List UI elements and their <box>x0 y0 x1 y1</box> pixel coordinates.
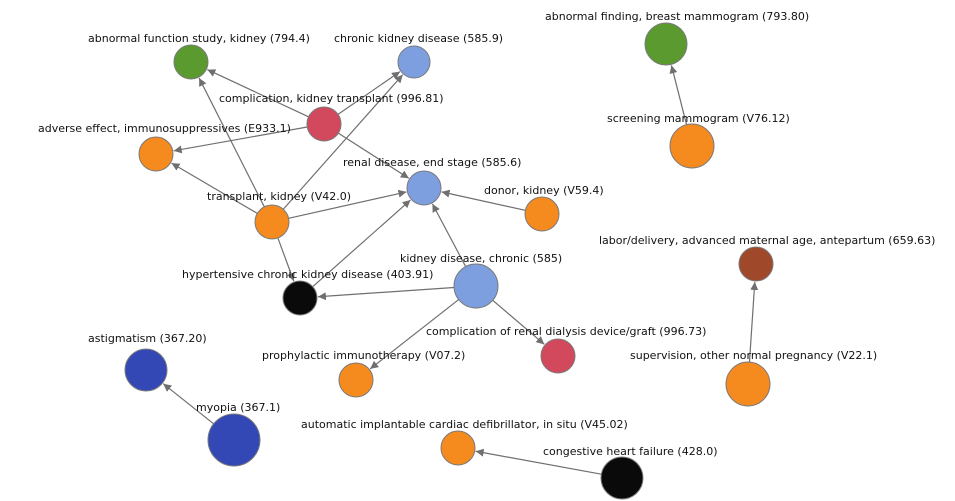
graph-node-n1[interactable] <box>173 44 209 80</box>
edge-n3-to-n2 <box>337 71 401 115</box>
graph-node-label: congestive heart failure (428.0) <box>543 445 718 458</box>
graph-node-label: renal disease, end stage (585.6) <box>343 156 521 169</box>
graph-node-label: labor/delivery, advanced maternal age, a… <box>599 234 935 247</box>
edge-n7-to-n9 <box>277 237 295 282</box>
edge-n19-to-n18 <box>748 281 759 363</box>
edge-n3-to-n5 <box>337 132 410 179</box>
edge-layer <box>162 65 759 475</box>
graph-node-label: screening mammogram (V76.12) <box>607 112 790 125</box>
node-layer <box>124 22 774 500</box>
edge-n3-to-n1 <box>207 69 309 118</box>
edge-n8-to-n9 <box>317 286 455 301</box>
graph-node-label: abnormal finding, breast mammogram (793.… <box>545 10 809 23</box>
graph-node-label: donor, kidney (V59.4) <box>484 184 604 197</box>
graph-node-label: supervision, other normal pregnancy (V22… <box>630 349 877 362</box>
graph-node-n8[interactable] <box>453 263 499 309</box>
graph-node-n13[interactable] <box>207 413 261 467</box>
graph-node-label: complication of renal dialysis device/gr… <box>426 325 706 338</box>
graph-node-n5[interactable] <box>406 170 442 206</box>
graph-node-n15[interactable] <box>600 456 644 500</box>
graph-node-n6[interactable] <box>524 196 560 232</box>
edge-n7-to-n4 <box>171 162 258 214</box>
edge-n6-to-n5 <box>441 189 526 211</box>
edge-n7-to-n1 <box>198 77 265 208</box>
graph-node-n2[interactable] <box>397 45 431 79</box>
graph-node-label: adverse effect, immunosuppressives (E933… <box>38 122 291 135</box>
graph-node-n10[interactable] <box>540 338 576 374</box>
edge-n8-to-n10 <box>492 299 545 345</box>
graph-node-label: myopia (367.1) <box>196 401 280 414</box>
edge-n13-to-n12 <box>162 383 215 425</box>
edge-n3-to-n4 <box>173 126 308 154</box>
graph-node-n3[interactable] <box>306 106 342 142</box>
graph-node-label: chronic kidney disease (585.9) <box>334 32 503 45</box>
graph-node-n7[interactable] <box>254 204 290 240</box>
graph-node-n16[interactable] <box>644 22 688 66</box>
graph-node-n12[interactable] <box>124 348 168 392</box>
graph-node-n18[interactable] <box>738 246 774 282</box>
graph-node-label: automatic implantable cardiac defibrilla… <box>301 418 628 431</box>
graph-node-n14[interactable] <box>440 430 476 466</box>
label-layer: abnormal function study, kidney (794.4) c… <box>38 10 935 458</box>
graph-node-label: kidney disease, chronic (585) <box>400 252 562 265</box>
graph-node-n11[interactable] <box>338 362 374 398</box>
graph-node-n9[interactable] <box>282 280 318 316</box>
graph-node-label: prophylactic immunotherapy (V07.2) <box>262 349 465 362</box>
graph-node-label: astigmatism (367.20) <box>88 332 207 345</box>
graph-node-label: complication, kidney transplant (996.81) <box>219 92 444 105</box>
graph-node-label: abnormal function study, kidney (794.4) <box>88 32 310 45</box>
graph-node-n4[interactable] <box>138 136 174 172</box>
edge-n9-to-n5 <box>312 199 411 288</box>
edge-n15-to-n14 <box>475 448 602 475</box>
edge-n17-to-n16 <box>669 65 688 125</box>
graph-node-n19[interactable] <box>725 361 771 407</box>
edge-n8-to-n11 <box>369 299 460 370</box>
graph-node-n17[interactable] <box>669 123 715 169</box>
graph-node-label: transplant, kidney (V42.0) <box>207 190 351 203</box>
edge-n7-to-n2 <box>282 74 404 210</box>
graph-node-label: hypertensive chronic kidney disease (403… <box>182 268 433 281</box>
edge-n7-to-n5 <box>288 189 407 219</box>
edge-n8-to-n5 <box>431 203 467 267</box>
